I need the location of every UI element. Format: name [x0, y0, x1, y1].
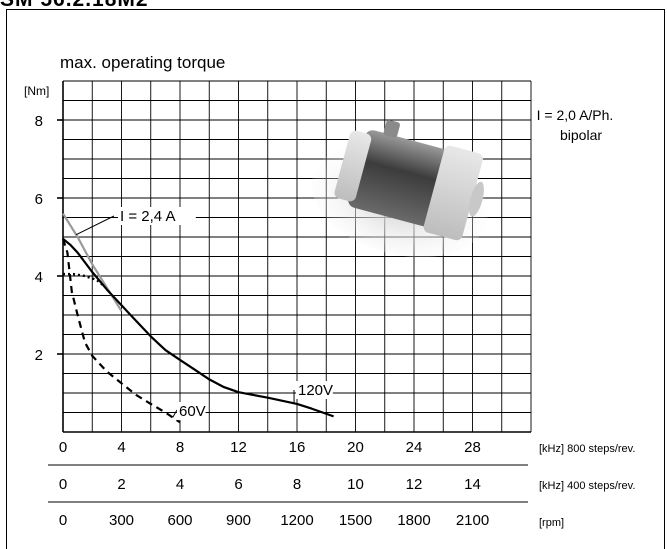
x-tick-label: 4	[176, 476, 184, 493]
series-label: 120V	[298, 382, 333, 399]
x-tick-label: 10	[347, 476, 364, 493]
series-label: 60V	[179, 403, 206, 420]
annotation-bipolar: bipolar	[560, 127, 602, 143]
x-axis-unit: [rpm]	[539, 517, 564, 529]
y-tick-label: 2	[35, 347, 43, 364]
x-axis-unit: [kHz] 400 steps/rev.	[539, 480, 635, 492]
x-tick-label: 28	[464, 439, 481, 456]
series-label-leader	[76, 216, 114, 235]
y-tick-label: 8	[35, 113, 43, 130]
x-tick-label: 1200	[280, 512, 313, 529]
x-tick-label: 600	[167, 512, 192, 529]
x-tick-label: 0	[59, 476, 67, 493]
x-tick-label: 2100	[456, 512, 489, 529]
x-axis-unit: [kHz] 800 steps/rev.	[539, 443, 635, 455]
x-tick-label: 20	[347, 439, 364, 456]
x-tick-label: 24	[406, 439, 423, 456]
x-tick-label: 14	[464, 476, 481, 493]
x-tick-label: 4	[117, 439, 125, 456]
x-tick-label: 8	[176, 439, 184, 456]
grid	[63, 81, 531, 432]
x-tick-label: 1500	[339, 512, 372, 529]
motor-photo-icon	[299, 105, 506, 276]
chart-title: max. operating torque	[60, 53, 225, 72]
series-line-1	[63, 239, 334, 417]
x-tick-label: 16	[289, 439, 306, 456]
annotation-current: I = 2,0 A/Ph.	[537, 107, 614, 123]
x-tick-label: 6	[234, 476, 242, 493]
series-label-leader	[173, 410, 177, 417]
torque-chart: max. operating torque [Nm] I = 2,4 A 120V…	[0, 0, 667, 535]
x-tick-label: 0	[59, 439, 67, 456]
x-tick-label: 8	[293, 476, 301, 493]
x-tick-label: 0	[59, 512, 67, 529]
y-axis-unit: [Nm]	[24, 84, 49, 98]
y-tick-label: 4	[35, 269, 43, 286]
x-tick-label: 2	[117, 476, 125, 493]
x-tick-label: 900	[226, 512, 251, 529]
x-tick-label: 12	[230, 439, 247, 456]
x-tick-label: 300	[109, 512, 134, 529]
y-tick-label: 6	[35, 191, 43, 208]
x-tick-label: 1800	[397, 512, 430, 529]
y-axis: 2 4 6 8	[35, 113, 63, 364]
series-label: I = 2,4 A	[120, 208, 175, 225]
x-tick-label: 12	[406, 476, 423, 493]
